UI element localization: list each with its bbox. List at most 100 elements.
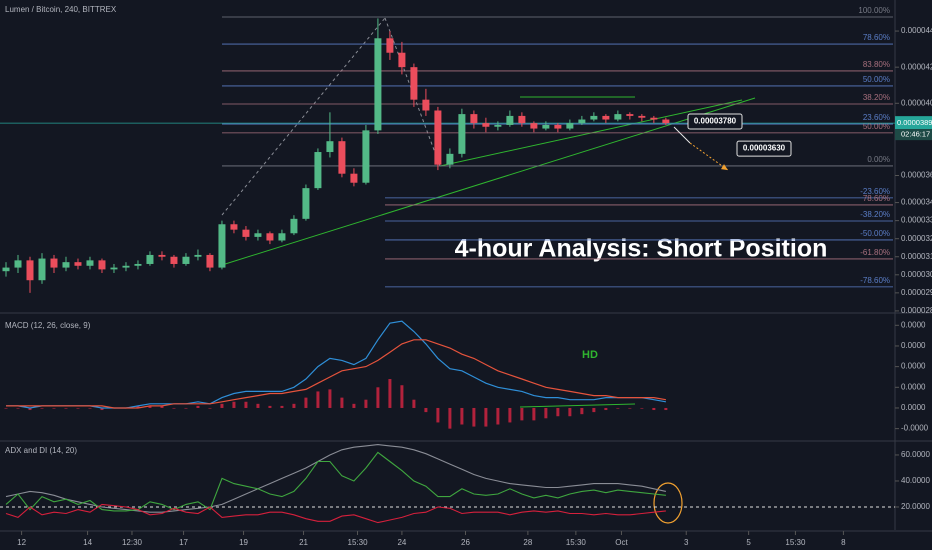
histogram-bar — [532, 407, 536, 421]
callout-label: 0.00003630 — [743, 144, 786, 153]
histogram-bar — [76, 407, 80, 409]
y-tick-label: 0.00002950 — [901, 288, 932, 297]
histogram-bar — [352, 403, 356, 408]
candle-body — [506, 115, 514, 125]
histogram-bar — [268, 405, 272, 408]
x-tick-label: 15:30 — [566, 538, 587, 547]
symbol-header: Lumen / Bitcoin, 240, BITTREX — [5, 5, 117, 14]
x-tick-label: 26 — [461, 538, 470, 547]
countdown-tag — [895, 129, 932, 141]
y-tick-label: 0.00004400 — [901, 26, 932, 35]
callout-box — [736, 140, 792, 157]
candle-body — [338, 141, 346, 174]
candle-body — [590, 115, 598, 120]
candle-body — [26, 260, 34, 281]
highlight-circle — [653, 482, 683, 524]
histogram-bar — [568, 407, 572, 417]
annotation: HD — [582, 349, 598, 361]
histogram-bar — [40, 407, 44, 409]
candle-body — [266, 233, 274, 241]
histogram-bar — [592, 407, 596, 413]
histogram-bar — [484, 407, 488, 427]
y-tick-label: 0.00004200 — [901, 62, 932, 71]
countdown-label: 02:46:17 — [901, 130, 930, 139]
histogram-bar — [652, 407, 656, 411]
histogram-bar — [496, 407, 500, 425]
y-tick-label: -0.0000 — [901, 424, 929, 433]
histogram-bar — [172, 407, 176, 409]
histogram-bar — [4, 407, 8, 409]
candle-body — [434, 110, 442, 165]
candle-body — [482, 123, 490, 127]
y-tick-label: 20.0000 — [901, 502, 930, 511]
histogram-bar — [208, 407, 212, 409]
candle-body — [350, 173, 358, 183]
fib-trend-line — [221, 17, 386, 216]
candle-body — [158, 254, 166, 257]
candle-body — [530, 123, 538, 129]
y-tick-label: 0.00003050 — [901, 270, 932, 279]
candle-body — [650, 117, 658, 120]
histogram-bar — [400, 385, 404, 408]
x-tick-label: 17 — [179, 538, 188, 547]
histogram-bar — [340, 397, 344, 408]
fib-label: 50.00% — [863, 75, 890, 84]
arrow-head — [721, 164, 728, 171]
histogram-bar — [148, 405, 152, 408]
x-tick-label: 3 — [684, 538, 689, 547]
histogram-bar — [616, 407, 620, 409]
candle-body — [494, 124, 502, 127]
y-tick-label: 60.0000 — [901, 450, 930, 459]
candle-body — [98, 260, 106, 270]
chart-title: 4-hour Analysis: Short Position — [455, 235, 828, 263]
histogram-bar — [100, 407, 104, 411]
candle-body — [194, 254, 202, 257]
fib-label: 38.20% — [863, 93, 890, 102]
x-tick-label: 8 — [841, 538, 846, 547]
candle-body — [74, 262, 82, 266]
histogram-bar — [28, 407, 32, 411]
x-tick-label: 19 — [239, 538, 248, 547]
histogram-bar — [460, 407, 464, 425]
candle-body — [662, 119, 670, 124]
histogram-bar — [136, 405, 140, 408]
histogram-bar — [220, 403, 224, 408]
histogram-bar — [304, 397, 308, 408]
x-tick-label: 15:30 — [785, 538, 806, 547]
x-tick-label: 5 — [746, 538, 751, 547]
candle-body — [614, 114, 622, 120]
candle-body — [182, 256, 190, 264]
candle-body — [146, 254, 154, 264]
candle-body — [14, 260, 22, 268]
indicator-line — [5, 503, 666, 524]
histogram-bar — [292, 403, 296, 408]
candle-body — [362, 130, 370, 183]
candle-body — [638, 115, 646, 118]
y-tick-label: 0.00003450 — [901, 198, 932, 207]
y-tick-label: 0.0000 — [901, 362, 926, 371]
histogram-bar — [448, 407, 452, 429]
histogram-bar — [196, 405, 200, 408]
histogram-bar — [232, 401, 236, 408]
indicator-line — [5, 444, 667, 513]
candle-body — [62, 262, 70, 268]
fib-label: -23.60% — [860, 187, 890, 196]
histogram-bar — [88, 407, 92, 409]
candle-body — [170, 256, 178, 264]
divergence-line — [519, 403, 636, 408]
y-tick-label: 0.00003150 — [901, 252, 932, 261]
x-tick-label: 15:30 — [348, 538, 369, 547]
y-tick-label: 0.0000 — [901, 382, 926, 391]
histogram-bar — [640, 407, 644, 409]
fib-label: 23.60% — [863, 113, 890, 122]
y-tick-label: 0.00004000 — [901, 98, 932, 107]
candle-body — [518, 115, 526, 124]
y-tick-label: 0.0000 — [901, 341, 926, 350]
candle-body — [566, 123, 574, 129]
histogram-bar — [52, 407, 56, 409]
candle-body — [242, 229, 250, 237]
candle-body — [410, 67, 418, 100]
candle-body — [2, 267, 10, 272]
